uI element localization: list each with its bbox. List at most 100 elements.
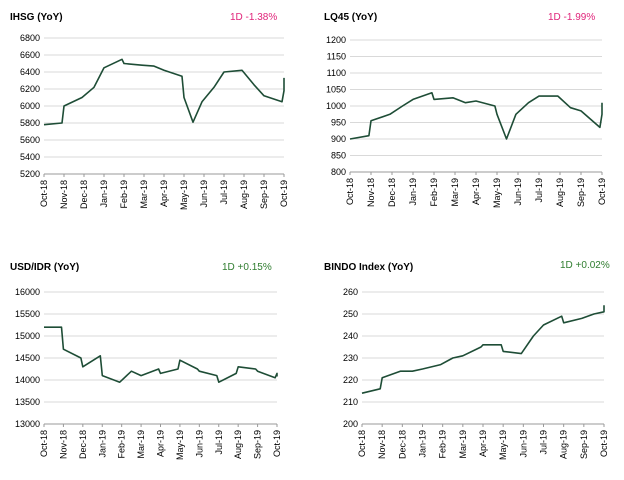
- x-tick-label: Dec-18: [387, 178, 397, 207]
- x-tick-label: Jun-19: [194, 430, 204, 458]
- y-tick-label: 200: [343, 419, 358, 429]
- chart-title: LQ45 (YoY): [324, 12, 378, 23]
- x-tick-label: Sep-19: [579, 430, 589, 459]
- y-tick-label: 1150: [327, 52, 346, 62]
- x-tick-label: Apr-19: [478, 430, 488, 457]
- x-tick-label: Feb-19: [438, 430, 448, 459]
- x-tick-label: Jul-19: [219, 180, 229, 205]
- daily-change-label: 1D -1.38%: [230, 12, 278, 23]
- x-tick-label: Apr-19: [156, 430, 166, 457]
- chart-plot: 200 210 220 230 240 250 260 Oct-18 Nov-18 Dec-18 J…: [343, 287, 609, 460]
- x-tick-label: Sep-19: [576, 178, 586, 207]
- x-tick-label: Oct-18: [345, 178, 355, 205]
- chart-title: BINDO Index (YoY): [324, 262, 414, 273]
- y-tick-label: 260: [343, 287, 358, 297]
- y-tick-label: 6400: [20, 67, 40, 77]
- y-tick-label: 6800: [20, 33, 40, 43]
- x-tick-label: Jan-19: [418, 430, 428, 458]
- daily-change-label: 1D -1.99%: [548, 12, 596, 23]
- x-tick-label: Oct-19: [599, 430, 609, 457]
- x-tick-label: Feb-19: [429, 178, 439, 207]
- x-tick-label: Aug-19: [559, 430, 569, 459]
- x-tick-label: Sep-19: [253, 430, 263, 459]
- x-tick-label: Jun-19: [199, 180, 209, 208]
- chart-plot: 13000 13500 14000 14500 15000 15500 16000 Oct-1…: [15, 287, 282, 460]
- series-line: [349, 92, 603, 140]
- chart-title: USD/IDR (YoY): [10, 262, 80, 273]
- series-line: [44, 326, 278, 383]
- y-tick-label: 850: [331, 151, 346, 161]
- y-tick-label: 6600: [20, 50, 40, 60]
- x-tick-label: Apr-19: [471, 178, 481, 205]
- chart-panel-bindo: BINDO Index (YoY) 1D +0.02% 200 210 220 230…: [312, 240, 624, 480]
- y-tick-label: 13500: [15, 397, 40, 407]
- chart-plot: 5200 5400 5600 5800 6000 6200 6400 6600 6800 Oct-…: [20, 33, 289, 210]
- y-tick-label: 1050: [326, 85, 346, 95]
- series-line: [361, 305, 605, 394]
- x-tick-label: May-19: [179, 180, 189, 210]
- x-tick-label: Mar-19: [458, 430, 468, 459]
- x-tick-label: Oct-19: [272, 430, 282, 457]
- y-tick-label: 5600: [20, 135, 40, 145]
- chart-panel-lq45: LQ45 (YoY) 1D -1.99% 800 850 900 950 1000 105…: [312, 0, 624, 240]
- y-tick-label: 1000: [326, 101, 346, 111]
- x-tick-label: Oct-18: [39, 180, 49, 207]
- x-tick-label: Dec-18: [78, 430, 88, 459]
- y-tick-label: 15000: [15, 331, 40, 341]
- y-tick-label: 210: [343, 397, 358, 407]
- chart-panel-ihsg: IHSG (YoY) 1D -1.38% 5200 5400 5600 5800 600…: [0, 0, 312, 240]
- x-tick-label: May-19: [498, 430, 508, 460]
- daily-change-label: 1D +0.15%: [222, 262, 272, 273]
- x-tick-label: Jun-19: [518, 430, 528, 458]
- x-tick-label: Oct-19: [279, 180, 289, 207]
- x-tick-label: Apr-19: [159, 180, 169, 207]
- x-tick-label: Oct-19: [597, 178, 607, 205]
- y-tick-label: 800: [331, 167, 346, 177]
- x-tick-label: Oct-18: [357, 430, 367, 457]
- y-tick-label: 950: [331, 118, 346, 128]
- y-tick-label: 240: [343, 331, 358, 341]
- x-tick-label: Jan-19: [97, 430, 107, 458]
- x-tick-label: Jan-19: [99, 180, 109, 208]
- y-tick-label: 6000: [20, 101, 40, 111]
- y-tick-label: 5800: [20, 118, 40, 128]
- x-tick-label: Sep-19: [259, 180, 269, 209]
- x-tick-label: Aug-19: [555, 178, 565, 207]
- y-tick-label: 15500: [15, 309, 40, 319]
- y-tick-label: 16000: [15, 287, 40, 297]
- daily-change-label: 1D +0.02%: [560, 260, 610, 271]
- x-tick-label: Aug-19: [233, 430, 243, 459]
- x-tick-label: Mar-19: [136, 430, 146, 459]
- y-tick-label: 230: [343, 353, 358, 363]
- y-tick-label: 5200: [20, 169, 40, 179]
- x-tick-label: Jan-19: [408, 178, 418, 206]
- x-tick-label: Feb-19: [119, 180, 129, 209]
- y-tick-label: 14000: [15, 375, 40, 385]
- x-tick-label: Mar-19: [139, 180, 149, 209]
- x-tick-label: Mar-19: [450, 178, 460, 207]
- chart-plot: 800 850 900 950 1000 1050 1100 1150 1200 Oct-18 No…: [326, 35, 607, 208]
- x-tick-label: Nov-18: [377, 430, 387, 459]
- y-tick-label: 6200: [20, 84, 40, 94]
- x-tick-label: Aug-19: [239, 180, 249, 209]
- chart-title: IHSG (YoY): [10, 12, 63, 23]
- y-tick-label: 14500: [15, 353, 40, 363]
- x-tick-label: Dec-18: [397, 430, 407, 459]
- x-tick-label: Oct-18: [39, 430, 49, 457]
- x-tick-label: Jun-19: [513, 178, 523, 206]
- y-tick-label: 220: [343, 375, 358, 385]
- x-tick-label: Nov-18: [58, 430, 68, 459]
- x-tick-label: Dec-18: [79, 180, 89, 209]
- x-tick-label: Jul-19: [539, 430, 549, 455]
- x-tick-label: Jul-19: [214, 430, 224, 455]
- y-tick-label: 5400: [20, 152, 40, 162]
- x-tick-label: Jul-19: [534, 178, 544, 203]
- y-tick-label: 1200: [326, 35, 346, 45]
- x-tick-label: Nov-18: [59, 180, 69, 209]
- chart-panel-usdidr: USD/IDR (YoY) 1D +0.15% 13000 13500 14000 1…: [0, 240, 312, 480]
- y-tick-label: 250: [343, 309, 358, 319]
- y-tick-label: 900: [331, 134, 346, 144]
- x-tick-label: May-19: [175, 430, 185, 460]
- y-tick-label: 13000: [15, 419, 40, 429]
- y-tick-label: 1100: [327, 68, 346, 78]
